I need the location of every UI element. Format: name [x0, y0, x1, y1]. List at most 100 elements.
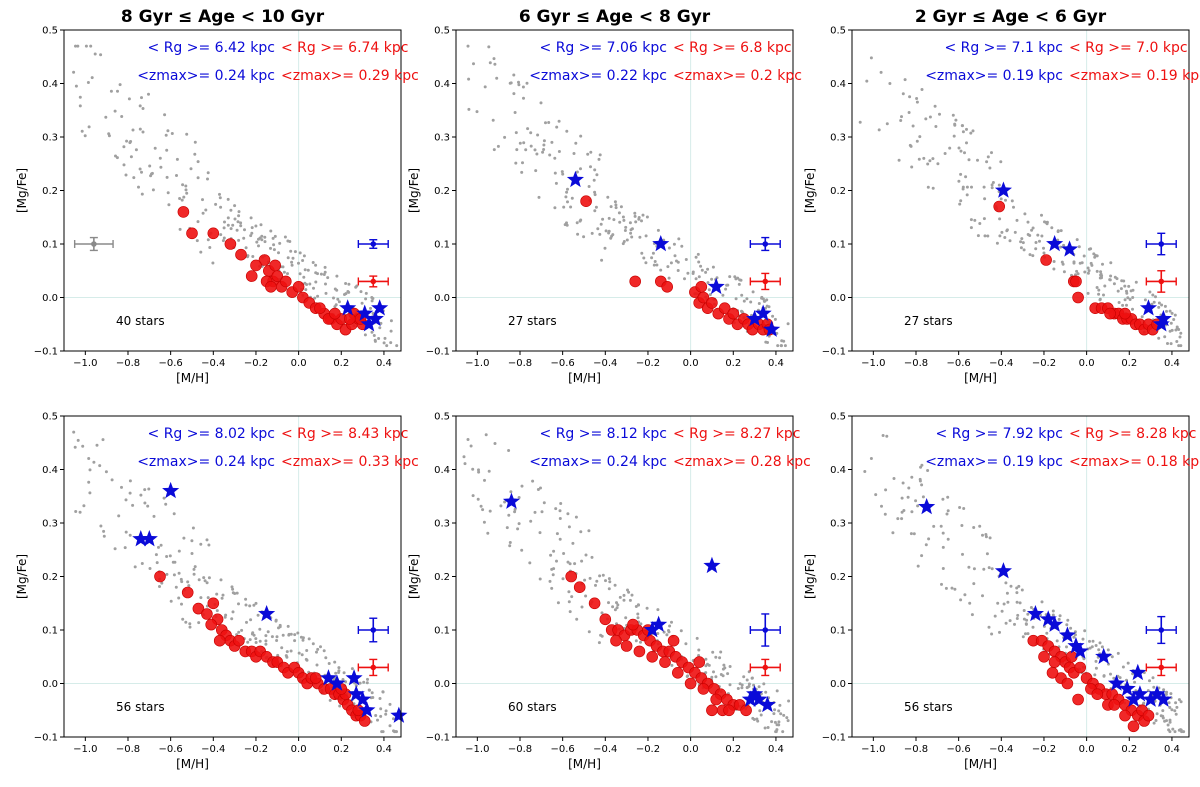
grey-point	[538, 531, 542, 535]
x-tick-label: −0.2	[636, 358, 660, 369]
grey-point	[555, 559, 558, 563]
grey-point	[243, 228, 246, 232]
grey-point	[561, 172, 565, 176]
grey-point	[961, 130, 965, 134]
y-tick-label: −0.1	[426, 733, 450, 744]
grey-point	[885, 122, 889, 126]
grey-point	[683, 277, 686, 281]
red-point	[265, 280, 277, 293]
grey-point	[528, 561, 532, 565]
y-tick-label: 0.3	[42, 133, 58, 144]
blue-star	[354, 690, 372, 707]
grey-point	[765, 304, 769, 308]
grey-point	[1102, 293, 1105, 297]
grey-point	[787, 699, 791, 703]
blue-star	[1129, 663, 1147, 681]
grey-point	[601, 573, 605, 577]
grey-point	[164, 133, 168, 137]
grey-point	[652, 263, 656, 267]
grey-point	[1072, 260, 1076, 264]
grey-point	[191, 526, 195, 530]
grey-point	[219, 205, 223, 209]
red-point	[1072, 291, 1084, 304]
grey-point	[290, 260, 294, 264]
grey-point	[777, 709, 781, 713]
error-bar-blue	[1145, 615, 1177, 645]
x-tick-label: 0.0	[683, 358, 699, 369]
grey-point	[152, 514, 156, 518]
grey-point	[462, 455, 466, 459]
grey-point	[1177, 698, 1181, 702]
grey-point	[575, 170, 579, 174]
grey-point	[1093, 673, 1097, 677]
grey-point	[1024, 622, 1028, 626]
grey-point	[941, 531, 945, 535]
grey-point	[915, 97, 919, 100]
grey-point	[293, 633, 297, 637]
grey-point	[582, 235, 586, 239]
grey-point	[1177, 728, 1181, 732]
x-tick-label: −0.8	[508, 744, 532, 755]
mean-zmax-blue: <zmax>= 0.24 kpc	[529, 454, 667, 470]
grey-point	[711, 265, 715, 269]
grey-point	[466, 438, 470, 441]
grey-point	[1010, 199, 1014, 203]
grey-point	[297, 651, 301, 655]
x-tick-label: 0.0	[683, 744, 699, 755]
grey-point	[958, 202, 962, 206]
grey-point	[622, 598, 626, 602]
grey-point	[74, 510, 78, 513]
red-point	[629, 275, 642, 288]
grey-point	[939, 524, 943, 528]
grey-point	[1101, 262, 1104, 266]
grey-point	[1175, 340, 1179, 343]
grey-point	[196, 160, 200, 164]
blue-star	[1067, 637, 1085, 654]
grey-point	[761, 297, 765, 301]
grey-point	[518, 141, 522, 145]
grey-point	[986, 155, 990, 159]
y-axis-label: [Mg/Fe]	[15, 554, 29, 599]
grey-point	[202, 576, 206, 580]
grey-point	[1133, 680, 1137, 684]
grey-point	[90, 76, 94, 80]
grey-point	[230, 617, 234, 621]
grey-point	[1152, 685, 1156, 689]
x-tick-label: −1.0	[73, 744, 97, 755]
grey-point	[131, 503, 135, 507]
grey-point	[990, 151, 993, 155]
grey-point	[653, 260, 657, 263]
x-tick-label: 0.2	[725, 744, 741, 755]
grey-point	[529, 131, 533, 135]
y-tick-label: 0.4	[42, 79, 58, 90]
grey-point	[747, 682, 751, 686]
grey-point	[350, 667, 354, 671]
blue-star	[1058, 626, 1076, 643]
grey-point	[1106, 648, 1110, 652]
grey-point	[1126, 296, 1130, 300]
grey-point	[539, 101, 543, 105]
blue-star	[1061, 240, 1079, 257]
grey-point	[483, 85, 487, 89]
grey-point	[938, 112, 941, 116]
grey-point	[964, 175, 968, 179]
y-tick-label: 0.3	[434, 133, 450, 144]
grey-point	[901, 92, 905, 96]
error-bar-blue	[357, 617, 389, 643]
grey-point	[918, 135, 922, 139]
grey-point	[549, 553, 553, 557]
grey-point	[333, 287, 337, 291]
red-point	[573, 581, 586, 594]
grey-point	[567, 525, 571, 529]
grey-point	[612, 218, 616, 222]
grey-point	[129, 140, 133, 143]
grey-point	[1173, 313, 1177, 317]
grey-point	[175, 174, 178, 177]
grey-point	[271, 236, 275, 240]
grey-point	[948, 146, 952, 150]
grey-point	[303, 281, 307, 285]
grey-point	[634, 220, 638, 224]
grey-point	[1057, 617, 1061, 621]
grey-point	[574, 141, 578, 145]
grey-point	[638, 235, 642, 239]
